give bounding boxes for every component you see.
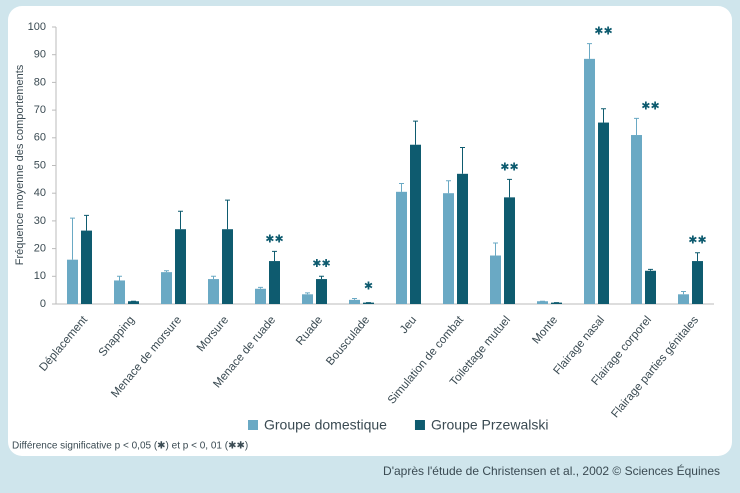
error-bar [117,275,122,281]
error-bar [70,217,75,260]
bar [67,259,78,304]
legend-swatch [414,420,425,430]
bar [457,173,468,304]
error-bar [507,178,512,198]
bar [349,299,360,304]
significance-mark: ✱ [364,280,373,292]
bar [208,279,219,304]
bar [678,294,689,304]
error-bar [84,214,89,231]
bar [363,302,374,304]
y-axis-label: Fréquence moyenne des comportements [14,64,26,265]
significance-mark: ✱✱ [500,161,518,173]
bar [114,280,125,304]
bar [537,301,548,304]
footnote: Différence significative p < 0,05 (✱) et… [12,441,248,452]
legend-label: Groupe domestique [264,417,387,433]
panel [8,6,732,456]
bar [316,279,327,304]
error-bar [178,210,183,230]
error-bar [648,268,653,271]
error-bar [272,250,277,262]
error-bar [587,43,592,59]
error-bar [634,117,639,136]
source: D'après l'étude de Christensen et al., 2… [383,463,720,478]
bar [396,191,407,304]
error-bar [225,199,230,230]
y-tick-label: 0 [40,298,46,310]
y-tick-label: 90 [34,49,46,61]
error-bar [460,146,465,174]
y-tick-label: 80 [34,76,46,88]
bar [161,272,172,304]
bar [631,135,642,304]
error-bar [681,291,686,295]
bar [598,122,609,304]
error-bar [446,180,451,194]
bar [255,288,266,304]
y-tick-label: 100 [28,21,46,33]
bar [551,302,562,304]
error-bar [164,270,169,273]
bar [504,197,515,304]
legend-label: Groupe Przewalski [431,417,549,433]
error-bar [413,120,418,145]
bar [645,270,656,304]
bar [175,229,186,304]
error-bar [601,108,606,123]
bar [269,261,280,304]
error-bar [493,242,498,256]
bar [302,294,313,304]
significance-mark: ✱✱ [312,258,330,270]
y-tick-label: 60 [34,132,46,144]
error-bar [695,252,700,262]
bar [443,193,454,304]
bar [692,261,703,304]
y-tick-label: 40 [34,187,46,199]
y-tick-label: 50 [34,159,46,171]
significance-mark: ✱✱ [594,26,612,38]
bar [490,255,501,304]
error-bar [399,183,404,192]
error-bar [319,275,324,280]
significance-mark: ✱✱ [688,235,706,247]
y-tick-label: 20 [34,243,46,255]
bar [128,301,139,304]
error-bar [305,292,310,295]
error-bar [352,297,357,300]
error-bar [258,286,263,289]
significance-mark: ✱✱ [265,233,283,245]
y-tick-label: 10 [34,270,46,282]
bar [81,230,92,304]
legend-swatch [248,420,258,430]
y-tick-label: 70 [34,104,46,116]
y-tick-label: 30 [34,215,46,227]
bar [410,144,421,304]
bar [222,229,233,304]
bar [584,58,595,305]
error-bar [211,275,216,280]
significance-mark: ✱✱ [641,100,659,112]
